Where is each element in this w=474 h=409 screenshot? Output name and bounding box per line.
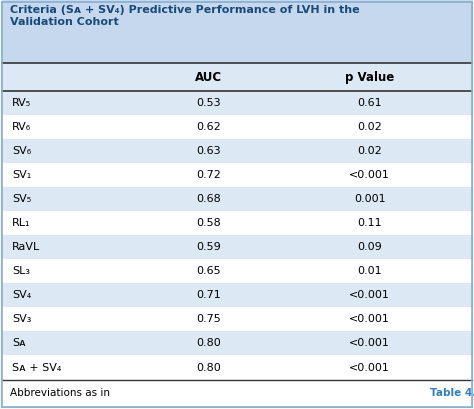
Text: AUC: AUC xyxy=(195,71,222,83)
Text: 0.59: 0.59 xyxy=(196,242,221,252)
Text: <0.001: <0.001 xyxy=(349,170,390,180)
Text: SV₆: SV₆ xyxy=(12,146,31,156)
Text: <0.001: <0.001 xyxy=(349,362,390,373)
Text: 0.72: 0.72 xyxy=(196,170,221,180)
Text: Sᴀ: Sᴀ xyxy=(12,339,26,348)
Text: Abbreviations as in: Abbreviations as in xyxy=(10,388,114,398)
Bar xyxy=(2,115,472,139)
Text: Sᴀ + SV₄: Sᴀ + SV₄ xyxy=(12,362,61,373)
Text: 0.61: 0.61 xyxy=(357,98,382,108)
Bar xyxy=(2,259,472,283)
Bar xyxy=(2,211,472,235)
Text: 0.63: 0.63 xyxy=(196,146,221,156)
Text: 0.11: 0.11 xyxy=(357,218,382,228)
Bar xyxy=(2,139,472,163)
Text: SV₄: SV₄ xyxy=(12,290,31,300)
Text: 0.75: 0.75 xyxy=(196,315,221,324)
Bar xyxy=(2,355,472,380)
Text: 0.80: 0.80 xyxy=(196,339,221,348)
Text: 0.58: 0.58 xyxy=(196,218,221,228)
Text: SL₃: SL₃ xyxy=(12,266,30,276)
Text: 0.01: 0.01 xyxy=(357,266,382,276)
Text: 0.71: 0.71 xyxy=(196,290,221,300)
Text: p Value: p Value xyxy=(345,71,394,83)
Bar xyxy=(2,0,472,63)
Text: SV₅: SV₅ xyxy=(12,194,31,204)
Text: 0.65: 0.65 xyxy=(196,266,221,276)
Text: 0.68: 0.68 xyxy=(196,194,221,204)
Text: RV₅: RV₅ xyxy=(12,98,31,108)
Text: SV₃: SV₃ xyxy=(12,315,31,324)
Text: 0.02: 0.02 xyxy=(357,146,382,156)
Text: 0.02: 0.02 xyxy=(357,122,382,132)
Bar xyxy=(2,308,472,331)
Bar xyxy=(2,91,472,115)
Text: SV₁: SV₁ xyxy=(12,170,31,180)
Text: 0.80: 0.80 xyxy=(196,362,221,373)
Bar xyxy=(2,235,472,259)
Text: Criteria (Sᴀ + SV₄) Predictive Performance of LVH in the
Validation Cohort: Criteria (Sᴀ + SV₄) Predictive Performan… xyxy=(10,5,360,27)
Text: RL₁: RL₁ xyxy=(12,218,30,228)
Bar xyxy=(2,331,472,355)
Text: RV₆: RV₆ xyxy=(12,122,31,132)
Bar xyxy=(2,187,472,211)
Text: <0.001: <0.001 xyxy=(349,339,390,348)
Text: RaVL: RaVL xyxy=(12,242,40,252)
Text: 0.62: 0.62 xyxy=(196,122,221,132)
Text: Table 4.: Table 4. xyxy=(430,388,474,398)
Bar xyxy=(2,380,472,407)
Bar xyxy=(2,283,472,308)
Text: <0.001: <0.001 xyxy=(349,290,390,300)
Text: 0.53: 0.53 xyxy=(196,98,221,108)
Text: <0.001: <0.001 xyxy=(349,315,390,324)
Text: 0.09: 0.09 xyxy=(357,242,382,252)
Bar xyxy=(2,163,472,187)
Text: 0.001: 0.001 xyxy=(354,194,385,204)
Bar xyxy=(2,63,472,91)
